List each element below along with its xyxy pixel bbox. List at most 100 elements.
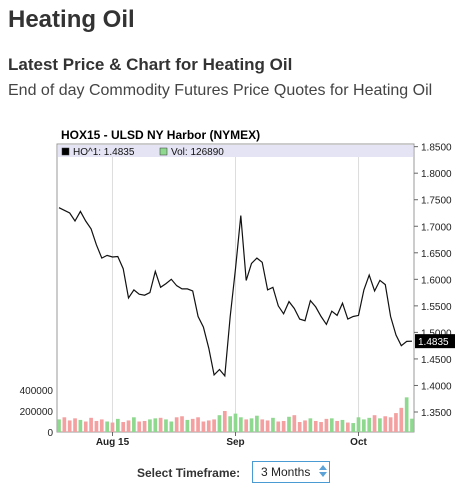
timeframe-value: 3 Months (261, 465, 311, 479)
volume-bar (244, 419, 249, 432)
volume-bar (206, 420, 211, 432)
volume-bar (73, 418, 77, 432)
legend-label: Vol: 126890 (171, 147, 224, 158)
volume-bar (89, 417, 93, 432)
volume-bar (196, 417, 200, 432)
volume-bar (313, 420, 318, 432)
volume-bar (217, 415, 222, 432)
legend-label: HO^1: 1.4835 (73, 147, 135, 158)
last-price-label: 1.4835 (418, 337, 449, 348)
volume-bar (287, 416, 291, 432)
price-volume-chart: 1.8500 1.8000 1.7500 1.7000 1.6500 1.6000 1.55… (20, 143, 455, 448)
volume-bar (308, 418, 313, 432)
volume-bar (345, 422, 350, 432)
volume-bar (249, 418, 254, 432)
volume-bar (137, 421, 142, 432)
volume-bar (212, 419, 216, 432)
volume-bar (99, 419, 104, 432)
volume-bar (132, 417, 136, 432)
volume-bar (362, 419, 366, 432)
volume-bar (142, 420, 147, 432)
price-tick-label: 1.4500 (421, 355, 452, 366)
volume-bar (399, 407, 404, 432)
volume-bar (233, 413, 238, 432)
volume-bar (174, 417, 179, 432)
volume-bar (329, 418, 334, 432)
volume-bar (394, 413, 398, 432)
volume-bar (335, 420, 339, 432)
volume-tick-label: 200000 (20, 407, 54, 418)
volume-bar (351, 423, 356, 432)
volume-bar (372, 415, 377, 432)
volume-bar (126, 420, 131, 432)
volume-bar (164, 419, 168, 432)
price-tick-label: 1.5500 (421, 302, 452, 313)
legend-swatch (159, 147, 168, 156)
last-price-box (415, 334, 455, 349)
volume-bar (255, 415, 259, 432)
price-tick-label: 1.3500 (421, 408, 452, 419)
volume-bar (115, 418, 120, 432)
price-tick-label: 1.5000 (421, 328, 452, 339)
price-tick-label: 1.6500 (421, 249, 452, 260)
volume-bar (190, 418, 195, 432)
legend-band (58, 145, 413, 157)
price-line (58, 207, 413, 378)
price-tick-label: 1.8000 (421, 169, 452, 180)
timeframe-label: Select Timeframe: (137, 466, 241, 480)
volume-bar (185, 419, 190, 432)
volume-bar (239, 417, 243, 432)
volume-tick-label: 0 (47, 428, 53, 439)
volume-bar (62, 417, 67, 432)
volume-bar (222, 411, 227, 432)
chart-title: HOX15 - ULSD NY Harbor (NYMEX) (61, 128, 261, 142)
volume-bar (297, 422, 302, 432)
x-tick-label: Aug 15 (96, 437, 130, 448)
volume-bar (324, 418, 329, 432)
page-subtitle: Latest Price & Chart for Heating Oil (8, 55, 293, 74)
volume-bar (228, 416, 232, 432)
volume-bar (57, 419, 61, 432)
volume-bar (110, 422, 115, 432)
volume-bar (78, 419, 83, 432)
volume-bar (201, 421, 206, 432)
volume-bar (148, 419, 152, 432)
legend-swatch (61, 147, 70, 156)
volume-bar (260, 419, 265, 432)
volume-bar (292, 415, 297, 432)
volume-bar (367, 417, 372, 432)
volume-bar (276, 421, 281, 432)
x-tick-label: Sep (226, 437, 244, 448)
volume-bar (158, 417, 163, 432)
volume-bar (94, 420, 99, 432)
price-tick-label: 1.4000 (421, 381, 452, 392)
volume-bar (340, 419, 345, 432)
price-tick-label: 1.8500 (421, 143, 452, 154)
page-title: Heating Oil (8, 6, 135, 33)
volume-bar (281, 420, 286, 432)
volume-bar (83, 421, 88, 432)
price-tick-label: 1.6000 (421, 275, 452, 286)
volume-bar (404, 397, 409, 432)
price-tick-label: 1.7500 (421, 196, 452, 207)
page-description: End of day Commodity Futures Price Quote… (8, 82, 433, 99)
volume-bar (180, 416, 184, 432)
chevron-updown-icon (319, 465, 327, 477)
volume-bar (383, 416, 388, 432)
volume-bar (378, 418, 382, 432)
volume-tick-label: 400000 (20, 386, 54, 397)
price-tick-label: 1.7000 (421, 222, 452, 233)
volume-bar (121, 422, 126, 432)
volume-bar (271, 417, 275, 432)
volume-bar (319, 422, 323, 432)
volume-bar (388, 417, 393, 432)
volume-bar (356, 417, 361, 432)
volume-bar (153, 418, 158, 432)
volume-bar (410, 418, 414, 432)
timeframe-select[interactable]: 3 Months (252, 461, 330, 483)
volume-bar (169, 421, 174, 432)
volume-bar (67, 420, 72, 432)
x-tick-label: Oct (350, 437, 367, 448)
volume-bar (303, 420, 307, 432)
volume-bar (265, 420, 270, 432)
